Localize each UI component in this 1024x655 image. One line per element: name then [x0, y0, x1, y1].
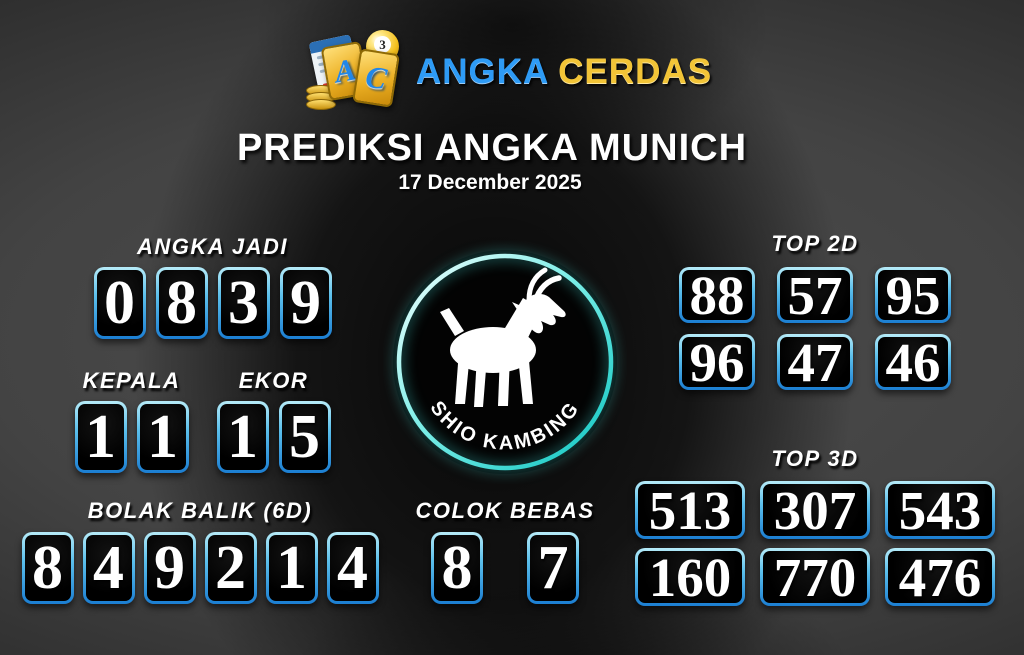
- digit-value: 4: [85, 535, 132, 601]
- ball-number: 3: [373, 36, 391, 53]
- top-2d-number: 47: [777, 334, 853, 390]
- card-letter: C: [363, 58, 389, 97]
- top-2d-number: 88: [679, 267, 755, 323]
- shio-emblem: SHIO KAMBING: [393, 250, 617, 474]
- kepala-row: 1 1: [74, 401, 189, 473]
- digit-value: 0: [96, 270, 143, 336]
- angka-jadi-digit: 3: [217, 267, 270, 339]
- top-3d-number: 476: [885, 548, 995, 606]
- logo-icon: 3 A C: [305, 30, 404, 112]
- ekor-label: EKOR: [238, 368, 309, 393]
- number-value: 476: [888, 550, 992, 605]
- bolak-balik-digit: 9: [143, 532, 196, 604]
- bolak-balik-digit: 2: [204, 532, 257, 604]
- logo[interactable]: 3 A C ANGKA CERDAS: [0, 30, 1024, 114]
- kepala-group: KEPALA 1 1: [74, 368, 189, 473]
- top-3d-number: 513: [635, 481, 745, 539]
- top-2d-number: 96: [679, 334, 755, 390]
- top-3d-row: 160 770 476: [622, 548, 1008, 606]
- bolak-balik-label: BOLAK BALIK (6D): [87, 498, 313, 523]
- kepala-label: KEPALA: [82, 368, 181, 393]
- digit-value: 8: [434, 535, 480, 601]
- digit-value: 1: [219, 404, 266, 470]
- coin: [305, 99, 336, 110]
- number-value: 46: [878, 335, 948, 390]
- number-value: 770: [763, 550, 867, 605]
- number-value: 47: [780, 335, 850, 390]
- colok-bebas-row: 8 7: [398, 532, 612, 604]
- bolak-balik-digit: 1: [265, 532, 318, 604]
- ekor-group: EKOR 1 5: [216, 368, 331, 473]
- top-3d-number: 307: [760, 481, 870, 539]
- digit-value: 1: [268, 535, 315, 601]
- number-value: 543: [888, 483, 992, 538]
- colok-bebas-label: COLOK BEBAS: [415, 498, 595, 523]
- kepala-digit: 1: [74, 401, 127, 473]
- number-value: 307: [763, 483, 867, 538]
- page-title: PREDIKSI ANGKA MUNICH: [236, 127, 748, 169]
- number-value: 513: [638, 483, 742, 538]
- number-value: 96: [682, 335, 752, 390]
- draw-date: 17 December 2025: [398, 171, 582, 194]
- number-value: 160: [638, 550, 742, 605]
- digit-value: 8: [158, 270, 205, 336]
- digit-value: 7: [530, 535, 576, 601]
- digit-value: 3: [220, 270, 267, 336]
- section-shio: SHIO KAMBING: [383, 240, 627, 484]
- top-3d-number: 770: [760, 548, 870, 606]
- digit-value: 1: [77, 404, 124, 470]
- section-top-3d: TOP 3D 513 307 543 160 770 476: [622, 446, 1008, 606]
- top-2d-number: 46: [875, 334, 951, 390]
- shio-ring: [396, 253, 614, 471]
- digit-value: 5: [281, 404, 328, 470]
- brand-name-second: CERDAS: [558, 52, 713, 91]
- kepala-digit: 1: [136, 401, 189, 473]
- section-colok-bebas: COLOK BEBAS 8 7: [398, 498, 612, 604]
- top-2d-row: 96 47 46: [655, 334, 975, 390]
- top-3d-row: 513 307 543: [622, 481, 1008, 539]
- top-2d-row: 88 57 95: [655, 267, 975, 323]
- digit-value: 8: [24, 535, 71, 601]
- brand-name-first: ANGKA: [415, 52, 550, 91]
- top-3d-number: 160: [635, 548, 745, 606]
- top-2d-number: 57: [777, 267, 853, 323]
- digit-value: 2: [207, 535, 254, 601]
- bolak-balik-digit: 8: [21, 532, 74, 604]
- number-value: 88: [682, 268, 752, 323]
- top-3d-label: TOP 3D: [771, 446, 859, 471]
- digit-value: 1: [139, 404, 186, 470]
- colok-bebas-digit: 7: [527, 532, 579, 604]
- coins-icon: [305, 85, 336, 110]
- angka-jadi-row: 0 8 3 9: [40, 267, 385, 339]
- section-kepala-ekor: KEPALA 1 1 EKOR 1 5: [30, 368, 375, 473]
- section-bolak-balik: BOLAK BALIK (6D) 8 4 9 2 1 4: [14, 498, 386, 604]
- digit-value: 4: [329, 535, 376, 601]
- section-top-2d: TOP 2D 88 57 95 96 47 46: [655, 231, 975, 390]
- top-3d-number: 543: [885, 481, 995, 539]
- ekor-digit: 5: [278, 401, 331, 473]
- angka-jadi-digit: 8: [155, 267, 208, 339]
- goat-icon: [440, 267, 566, 407]
- colok-bebas-digit: 8: [431, 532, 483, 604]
- number-value: 95: [878, 268, 948, 323]
- bolak-balik-row: 8 4 9 2 1 4: [14, 532, 386, 604]
- number-value: 57: [780, 268, 850, 323]
- digit-value: 9: [282, 270, 329, 336]
- section-angka-jadi: ANGKA JADI 0 8 3 9: [40, 234, 385, 339]
- top-2d-number: 95: [875, 267, 951, 323]
- ekor-row: 1 5: [216, 401, 331, 473]
- logo-text: ANGKA CERDAS: [416, 52, 712, 92]
- angka-jadi-label: ANGKA JADI: [136, 234, 289, 259]
- top-2d-label: TOP 2D: [771, 231, 859, 256]
- bolak-balik-digit: 4: [82, 532, 135, 604]
- ekor-digit: 1: [216, 401, 269, 473]
- card-c-icon: C: [351, 48, 400, 108]
- angka-jadi-digit: 9: [279, 267, 332, 339]
- digit-value: 9: [146, 535, 193, 601]
- angka-jadi-digit: 0: [93, 267, 146, 339]
- bolak-balik-digit: 4: [326, 532, 379, 604]
